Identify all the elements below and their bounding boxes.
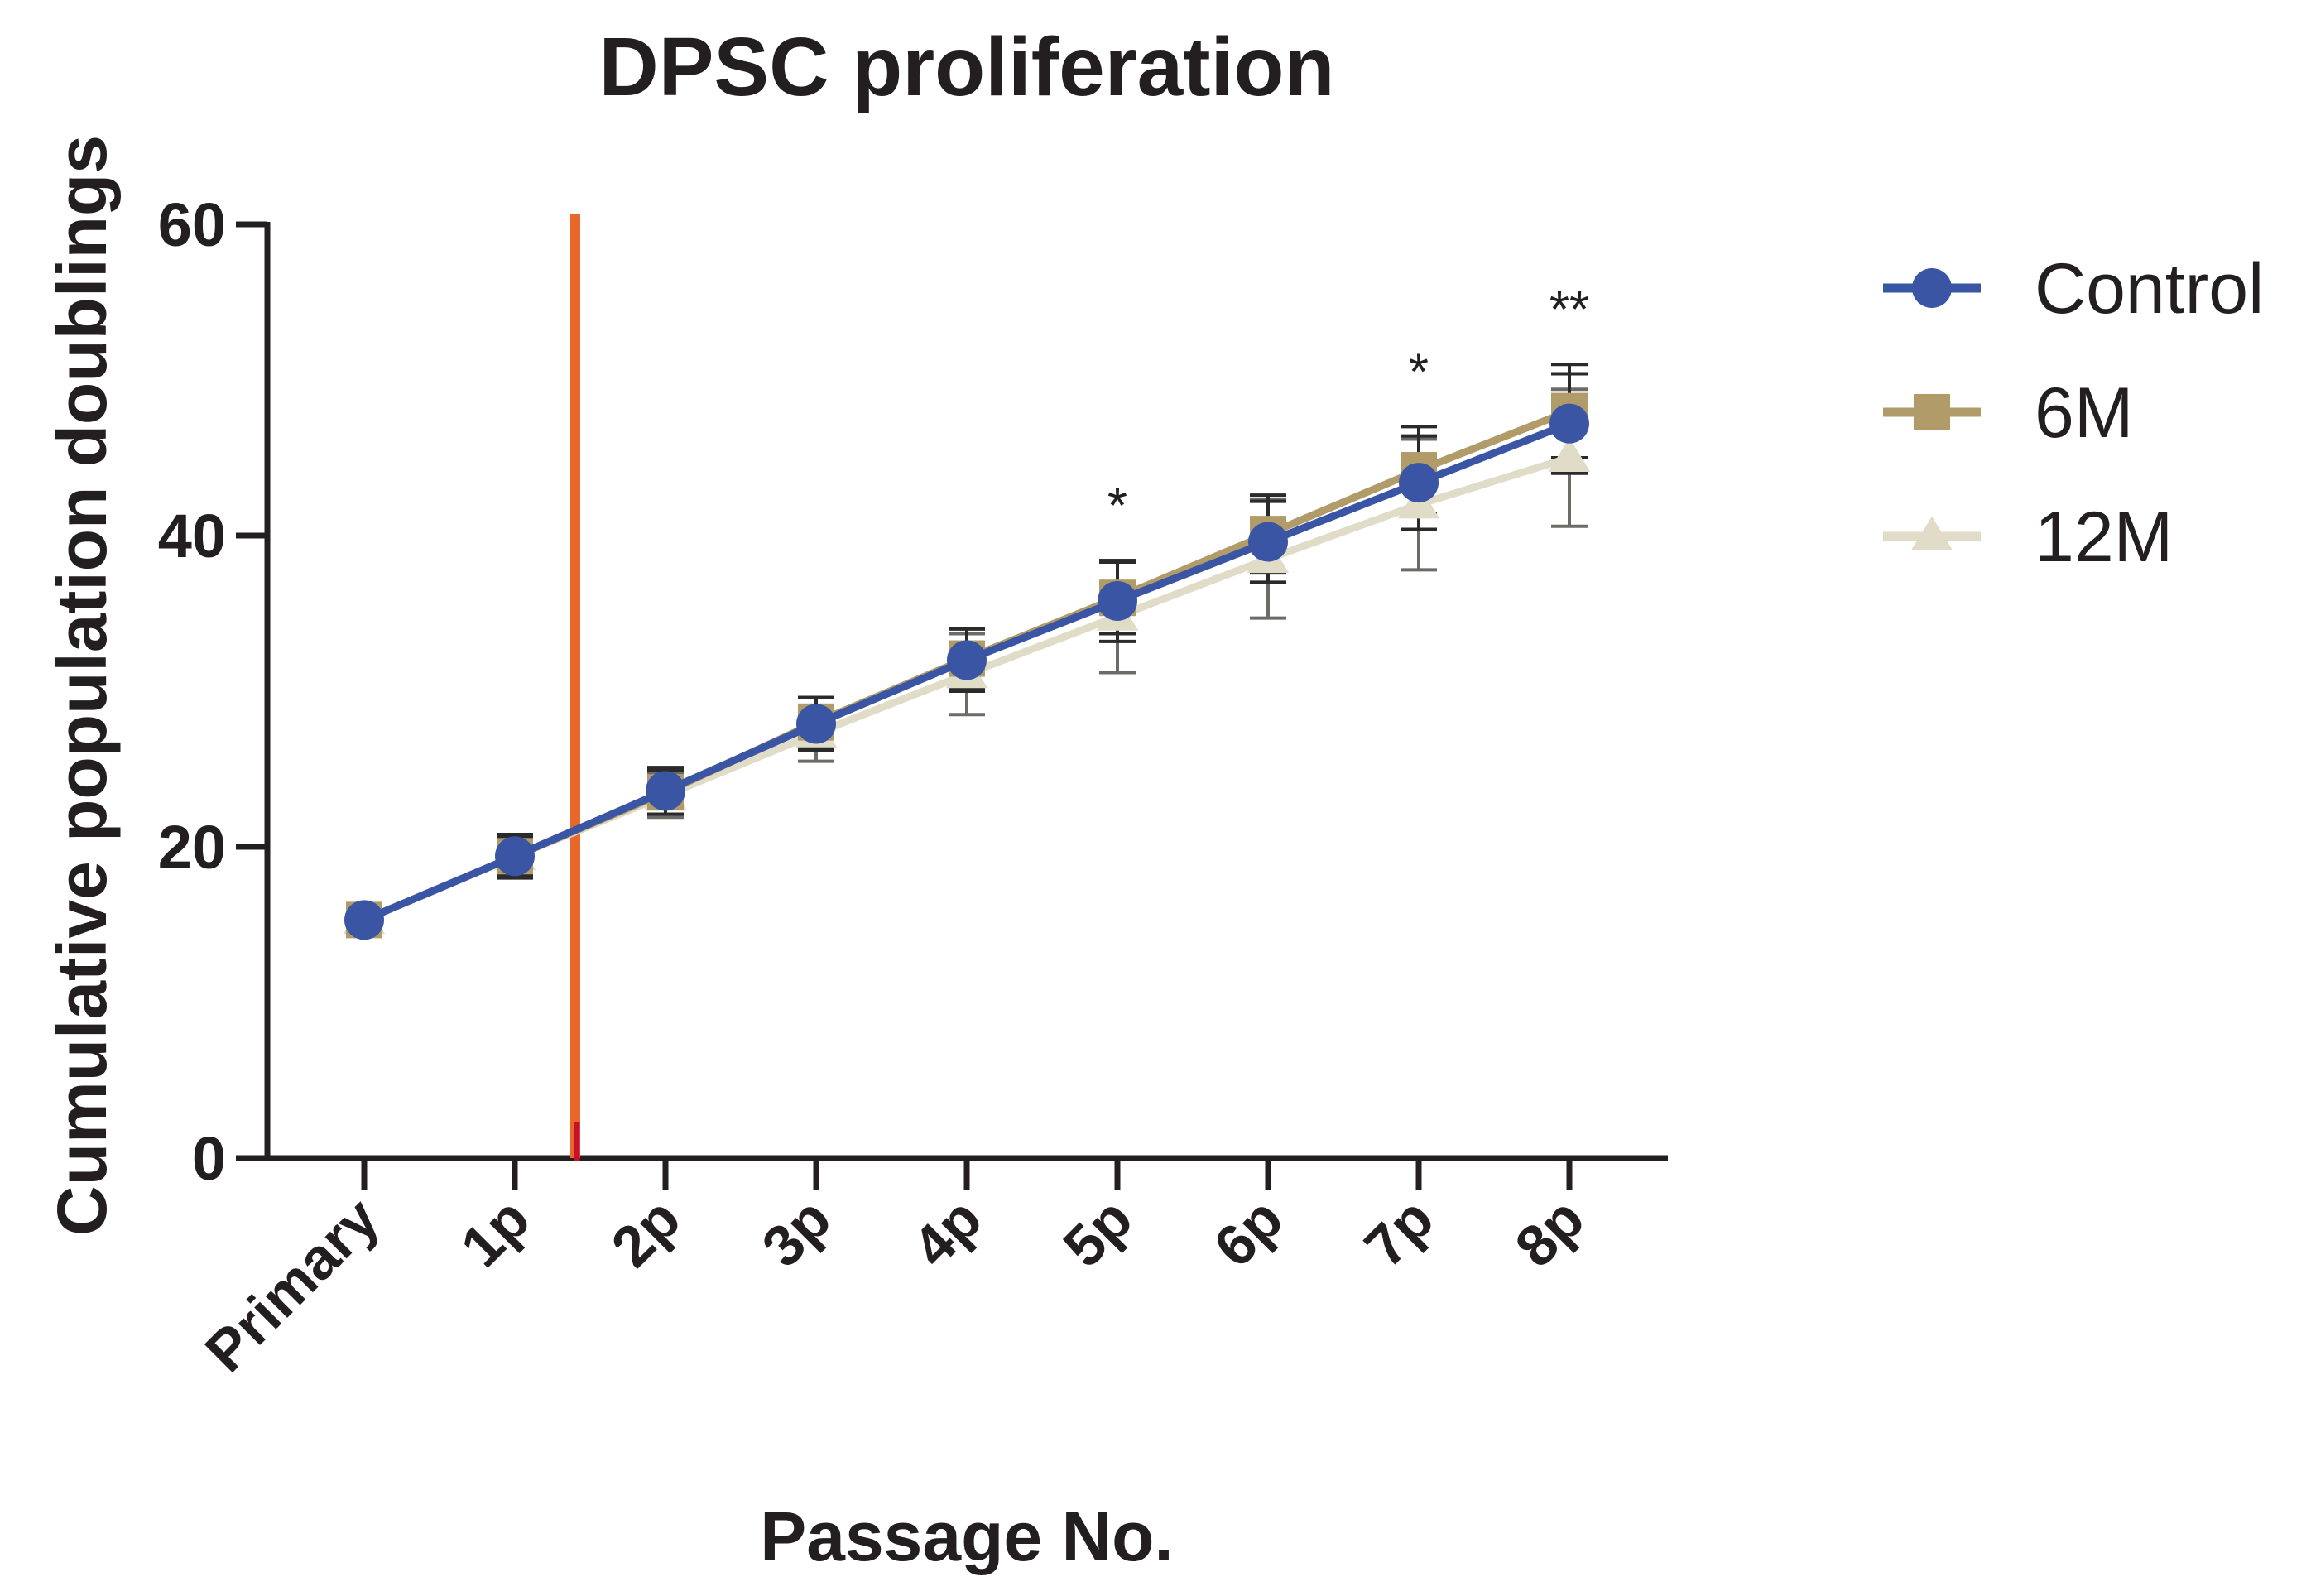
y-tick-label: 40 [158,502,226,570]
data-point [646,771,685,811]
y-tick-label: 0 [192,1124,226,1193]
legend-marker [1912,268,1952,308]
y-tick-label: 60 [158,190,226,259]
data-point [495,836,535,877]
data-point [344,900,384,940]
x-tick-label: 4p [901,1185,994,1279]
x-tick-label: 1p [449,1185,542,1279]
data-point [1098,580,1137,621]
legend-marker [1914,394,1950,430]
y-tick-label: 20 [158,813,226,882]
significance-label: * [1107,478,1127,535]
data-point [1248,522,1288,562]
legend-entry-label: Control [2035,249,2264,329]
y-axis-label: Cumulative population doublings [43,135,121,1236]
data-point [947,640,987,680]
x-tick-label: 3p [750,1185,843,1279]
x-tick-label: 2p [599,1185,693,1279]
x-tick-label: 5p [1051,1185,1145,1279]
x-tick-label: 8p [1503,1185,1597,1279]
legend-marker [1910,516,1953,550]
legend-entry-label: 6M [2035,373,2133,453]
x-tick-label: Primary [193,1185,392,1384]
legend-entry-label: 12M [2035,498,2173,577]
x-tick-label: 7p [1352,1185,1446,1279]
legend: Control 6M 12M [1883,249,2264,577]
data-point [796,704,836,744]
significance-label: ** [1549,281,1589,339]
chart-title: DPSC proliferation [599,21,1335,113]
data-point [1548,437,1591,472]
x-axis-label: Passage No. [760,1497,1174,1575]
data-point [1549,403,1589,444]
x-tick-label: 6p [1202,1185,1295,1279]
data-point [1399,463,1439,503]
significance-label: * [1409,344,1429,401]
